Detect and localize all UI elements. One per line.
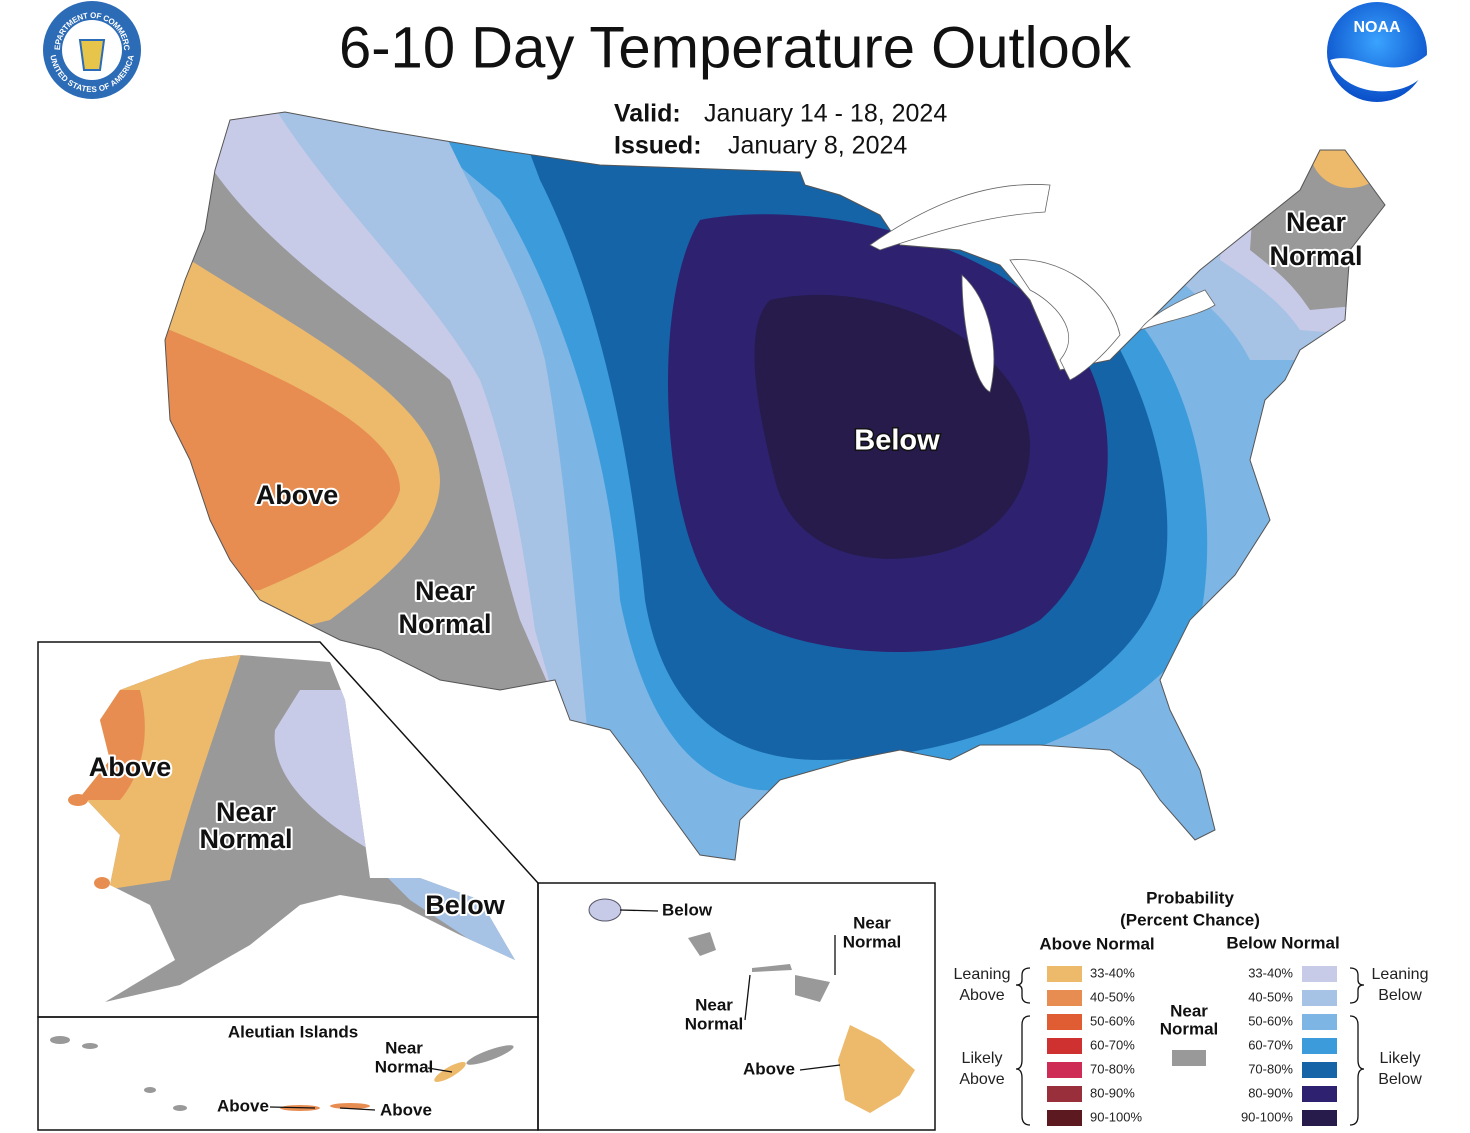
- legend-bin-label: 50-60%: [1090, 1013, 1135, 1028]
- legend-group: Likely: [1380, 1050, 1421, 1067]
- legend-bin-label: 40-50%: [1248, 989, 1293, 1004]
- legend-bin-label: 70-80%: [1248, 1061, 1293, 1076]
- legend-bin-label: 90-100%: [1090, 1109, 1142, 1124]
- region: [274, 690, 370, 850]
- island: [795, 975, 830, 1002]
- legend-swatch: [1047, 1038, 1082, 1054]
- legend-swatch: [1302, 1014, 1337, 1030]
- island: [94, 877, 110, 889]
- legend-group: Below: [1378, 987, 1422, 1004]
- legend-bin-label: 60-70%: [1248, 1037, 1293, 1052]
- legend-swatch: [1047, 1062, 1082, 1078]
- legend-group: Below: [1378, 1071, 1422, 1088]
- map-label: Normal: [685, 1014, 744, 1033]
- map-label: Below: [425, 890, 506, 920]
- legend-group: Above: [959, 1071, 1004, 1088]
- map-label: Near: [853, 913, 891, 932]
- legend-swatch: [1302, 966, 1337, 982]
- map-label: Normal: [1269, 241, 1362, 271]
- legend-swatch: [1047, 1110, 1082, 1126]
- island: [752, 964, 792, 972]
- map-label: Below: [662, 900, 713, 919]
- legend-swatch: [1302, 1038, 1337, 1054]
- legend-swatch: [1172, 1050, 1206, 1066]
- island: [838, 1025, 915, 1113]
- island: [68, 794, 88, 806]
- region: [165, 300, 400, 600]
- legend-group: Leaning: [954, 966, 1011, 983]
- legend-heading: Above Normal: [1039, 934, 1154, 953]
- legend-bin-label: 50-60%: [1248, 1013, 1293, 1028]
- map-label: Above: [89, 752, 172, 782]
- noaa-text: NOAA: [1353, 19, 1401, 36]
- commerce-seal: DEPARTMENT OF COMMERCE UNITED STATES OF …: [0, 0, 141, 99]
- legend-bin-label: 33-40%: [1090, 965, 1135, 980]
- legend-bin-label: 70-80%: [1090, 1061, 1135, 1076]
- region: [380, 870, 515, 980]
- issued-date: January 8, 2024: [728, 132, 907, 160]
- island: [688, 932, 716, 956]
- legend-title: Probability: [1146, 888, 1234, 907]
- legend-bin-label: 40-50%: [1090, 989, 1135, 1004]
- legend-swatch: [1302, 1110, 1337, 1126]
- conus-outline: [164, 111, 1386, 861]
- valid-label: Valid:: [614, 100, 681, 128]
- legend-swatch: [1047, 966, 1082, 982]
- legend-bin-label: 80-90%: [1090, 1085, 1135, 1100]
- map-label: Near: [385, 1038, 423, 1057]
- legend-group: Likely: [962, 1050, 1003, 1067]
- legend-bin-label: 60-70%: [1090, 1037, 1135, 1052]
- map-label: Above: [256, 480, 339, 510]
- island: [330, 1103, 370, 1109]
- map-label: Normal: [375, 1057, 434, 1076]
- legend-bin-label: 80-90%: [1248, 1085, 1293, 1100]
- legend-bin-label: 90-100%: [1241, 1109, 1293, 1124]
- legend-swatch: [1047, 1014, 1082, 1030]
- aleutian-islands: [50, 1036, 514, 1111]
- noaa-logo: NOAA: [1327, 2, 1427, 102]
- map-label: Near: [695, 995, 733, 1014]
- legend: Probability (Percent Chance) Above Norma…: [954, 888, 1429, 1126]
- map-label: Normal: [199, 824, 292, 854]
- valid-dates: January 14 - 18, 2024: [704, 100, 947, 128]
- legend-bin-label: 33-40%: [1248, 965, 1293, 980]
- map-label: Near: [1286, 207, 1347, 237]
- map-label: Above: [380, 1100, 432, 1119]
- map-label: Normal: [398, 609, 491, 639]
- legend-group: Normal: [1160, 1019, 1219, 1038]
- map-label: Above: [217, 1096, 269, 1115]
- legend-swatch: [1302, 1086, 1337, 1102]
- map-label: Normal: [843, 932, 902, 951]
- legend-title: (Percent Chance): [1120, 910, 1260, 929]
- legend-swatch: [1047, 990, 1082, 1006]
- legend-swatch: [1047, 1086, 1082, 1102]
- legend-swatch: [1302, 990, 1337, 1006]
- title: 6-10 Day Temperature Outlook: [339, 15, 1132, 80]
- legend-group: Near: [1170, 1001, 1208, 1020]
- legend-group: Above: [959, 987, 1004, 1004]
- hawaii-inset-border: [537, 882, 936, 1131]
- region: [754, 294, 1030, 559]
- island: [588, 898, 622, 922]
- region: [82, 690, 145, 800]
- aleutian-title: Aleutian Islands: [228, 1022, 358, 1041]
- legend-group: Leaning: [1372, 966, 1429, 983]
- issued-label: Issued:: [614, 132, 702, 160]
- map-label: Near: [415, 576, 476, 606]
- map-label: Below: [854, 425, 940, 457]
- map-label: Above: [743, 1059, 795, 1078]
- great-lakes: [869, 184, 1216, 393]
- legend-swatch: [1302, 1062, 1337, 1078]
- legend-heading: Below Normal: [1226, 933, 1339, 952]
- map-label: Near: [216, 797, 277, 827]
